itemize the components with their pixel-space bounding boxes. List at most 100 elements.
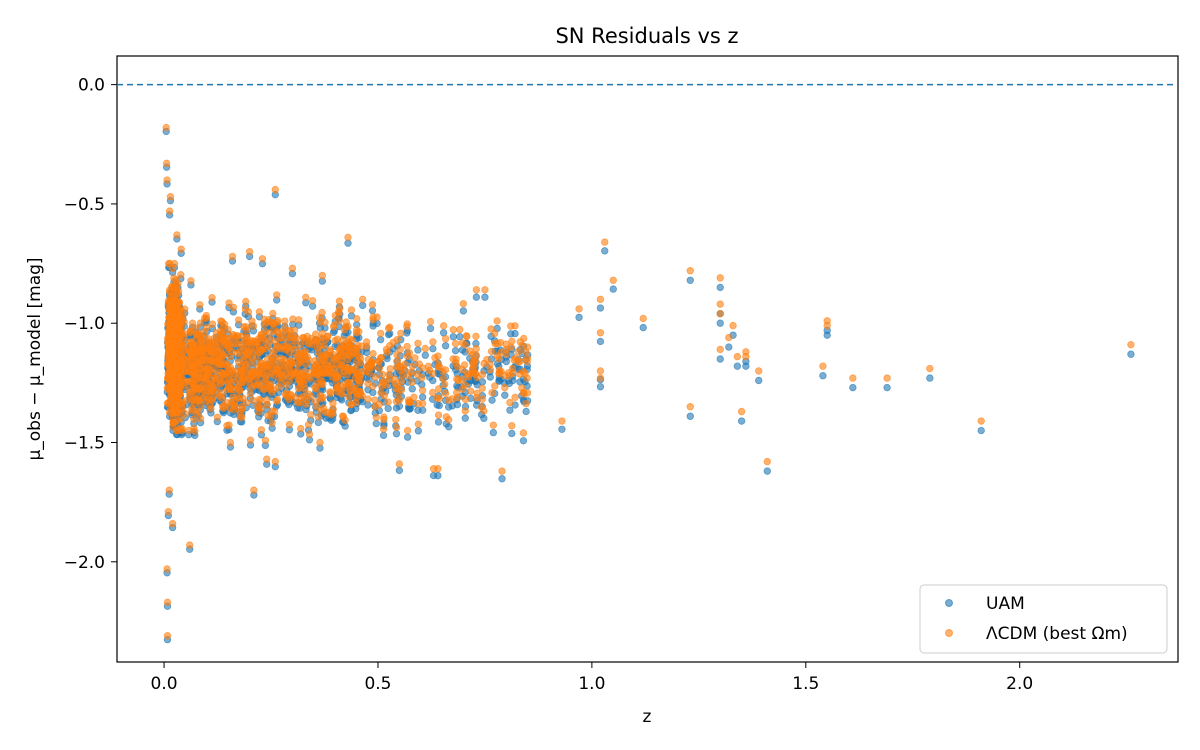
lcdm-point <box>395 460 404 468</box>
uam-point <box>418 393 427 401</box>
lcdm-point <box>168 264 177 273</box>
lcdm-point <box>486 365 494 374</box>
uam-point <box>456 333 464 341</box>
lcdm-point <box>208 294 216 302</box>
uam-point <box>686 276 694 284</box>
lcdm-point <box>169 419 178 427</box>
lcdm-point <box>331 336 339 345</box>
legend-marker-uam <box>945 599 953 607</box>
lcdm-point <box>259 369 267 378</box>
uam-point <box>506 406 514 414</box>
lcdm-point <box>194 330 202 338</box>
lcdm-point <box>271 457 279 466</box>
lcdm-point <box>431 354 439 362</box>
lcdm-point <box>200 384 208 392</box>
uam-point <box>434 471 442 480</box>
lcdm-point <box>228 252 237 261</box>
y-tick-label: −1.0 <box>64 314 105 334</box>
lcdm-point <box>201 376 210 385</box>
lcdm-point <box>375 364 384 372</box>
lcdm-point <box>441 389 450 398</box>
lcdm-point <box>483 355 491 364</box>
lcdm-point <box>248 359 257 367</box>
legend: UAM ΛCDM (best Ωm) <box>919 584 1168 654</box>
lcdm-point <box>236 413 245 421</box>
lcdm-point <box>823 321 831 330</box>
uam-point <box>596 337 605 346</box>
x-tick-label: 1.5 <box>792 674 819 694</box>
lcdm-point <box>320 357 328 365</box>
lcdm-point <box>356 371 365 379</box>
lcdm-point <box>208 320 217 328</box>
uam-point <box>473 381 481 389</box>
lcdm-point <box>405 349 414 357</box>
lcdm-point <box>223 422 231 430</box>
lcdm-point <box>229 375 238 383</box>
chart-title: SN Residuals vs z <box>555 24 738 48</box>
y-tick-label: −0.5 <box>64 195 105 215</box>
lcdm-point <box>226 438 235 447</box>
lcdm-point <box>213 346 221 354</box>
lcdm-point <box>460 361 469 369</box>
legend-label-lcdm: ΛCDM (best Ωm) <box>986 624 1128 644</box>
lcdm-point <box>162 159 171 168</box>
lcdm-point <box>188 319 197 327</box>
lcdm-point <box>318 395 326 403</box>
uam-point <box>575 313 583 322</box>
lcdm-point <box>196 301 204 309</box>
lcdm-point <box>347 306 356 314</box>
lcdm-point <box>396 345 404 354</box>
lcdm-point <box>163 598 172 607</box>
uam-point <box>395 466 404 475</box>
uam-point <box>737 417 746 425</box>
lcdm-point <box>316 380 325 388</box>
lcdm-point <box>819 362 827 370</box>
uam-point <box>725 343 733 351</box>
lcdm-point <box>226 339 235 348</box>
lcdm-point <box>725 333 733 342</box>
lcdm-point <box>237 340 246 348</box>
uam-point <box>639 323 647 332</box>
lcdm-point <box>190 415 198 424</box>
lcdm-point <box>276 370 284 378</box>
lcdm-point <box>304 421 313 429</box>
uam-point <box>609 285 617 293</box>
lcdm-point <box>1127 340 1135 349</box>
lcdm-point <box>192 409 200 417</box>
lcdm-point <box>502 350 511 358</box>
lcdm-point <box>316 438 324 447</box>
lcdm-point <box>340 367 348 376</box>
lcdm-point <box>849 374 857 382</box>
lcdm-point <box>509 369 517 377</box>
lcdm-point <box>434 360 443 368</box>
x-tick-label: 2.0 <box>1006 674 1033 694</box>
lcdm-point <box>392 384 400 393</box>
lcdm-point <box>371 403 380 411</box>
uam-point <box>433 401 441 409</box>
lcdm-point <box>926 364 934 373</box>
lcdm-point <box>763 457 771 466</box>
lcdm-point <box>271 346 279 354</box>
lcdm-point <box>716 300 724 308</box>
lcdm-point <box>392 423 401 432</box>
lcdm-point <box>333 354 341 362</box>
uam-point <box>408 385 416 393</box>
lcdm-point <box>196 414 205 423</box>
lcdm-point <box>172 376 180 385</box>
lcdm-point <box>281 317 289 325</box>
lcdm-point <box>755 367 763 375</box>
lcdm-point <box>244 308 253 316</box>
lcdm-point <box>264 411 272 420</box>
lcdm-point <box>510 356 518 364</box>
lcdm-point <box>414 339 422 348</box>
y-axis-ticks: 0.0 −0.5 −1.0 −1.5 −2.0 <box>64 76 117 573</box>
lcdm-point <box>575 305 583 313</box>
plot-area <box>116 55 1179 663</box>
lcdm-point <box>305 356 313 364</box>
lcdm-point <box>434 411 443 419</box>
lcdm-point <box>439 322 448 330</box>
lcdm-point <box>246 389 255 398</box>
lcdm-point <box>242 399 250 407</box>
x-tick-label: 0.5 <box>364 674 391 694</box>
lcdm-point <box>247 345 255 353</box>
